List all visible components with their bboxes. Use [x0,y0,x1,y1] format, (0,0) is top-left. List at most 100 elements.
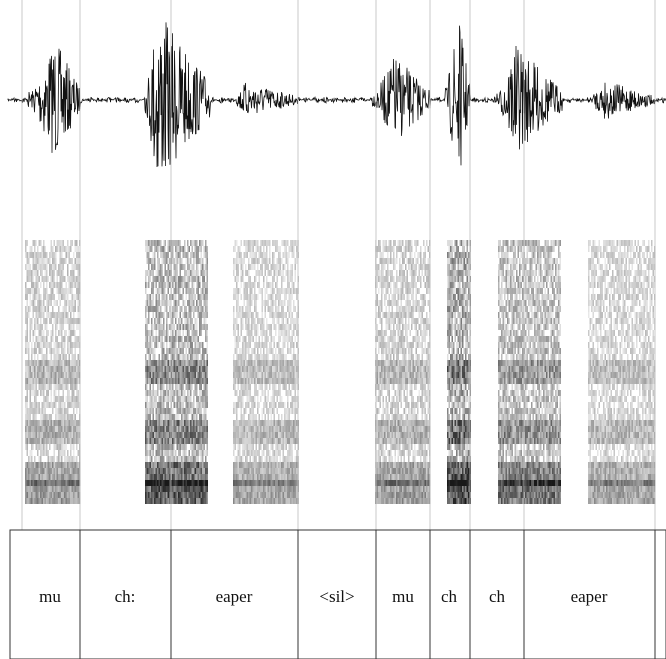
spectro-cell [145,336,147,342]
spectro-cell [64,384,66,390]
spectro-cell [162,474,164,480]
spectro-cell [43,372,45,378]
spectro-cell [165,474,167,480]
spectro-cell [380,474,382,480]
spectro-cell [292,420,294,426]
spectro-cell [61,252,63,258]
spectro-cell [250,300,252,306]
spectro-cell [31,282,33,288]
spectro-cell [253,486,255,492]
spectro-cell [67,312,69,318]
spectro-cell [387,348,389,354]
spectro-cell [390,450,392,456]
spectro-cell [268,414,270,420]
spectro-cell [239,252,241,258]
spectro-cell [64,444,66,450]
spectro-cell [61,366,63,372]
spectro-cell [70,438,72,444]
spectro-cell [296,252,298,258]
spectro-cell [156,468,158,474]
spectro-cell [70,372,72,378]
spectro-cell [266,258,268,264]
spectro-cell [193,474,195,480]
spectro-cell [269,498,271,504]
spectro-cell [28,252,30,258]
spectro-cell [274,492,276,498]
spectro-cell [63,348,65,354]
spectro-cell [30,300,32,306]
spectro-cell [153,366,155,372]
spectro-cell [178,300,180,306]
spectro-cell [384,294,386,300]
spectro-cell [63,354,65,360]
spectro-cell [25,312,27,318]
spectro-cell [64,342,66,348]
spectro-cell [268,444,270,450]
spectro-cell [248,336,250,342]
spectro-cell [64,492,66,498]
spectro-cell [386,360,388,366]
spectro-cell [235,474,237,480]
spectro-cell [46,348,48,354]
spectro-cell [204,486,206,492]
spectro-cell [263,402,265,408]
spectro-cell [40,252,42,258]
spectro-cell [39,366,41,372]
spectro-cell [283,240,285,246]
spectro-cell [73,312,75,318]
spectro-cell [177,414,179,420]
spectro-cell [275,384,277,390]
spectro-cell [61,270,63,276]
spectro-cell [295,264,297,270]
spectro-cell [263,408,265,414]
spectro-cell [383,258,385,264]
spectro-cell [207,390,209,396]
spectro-cell [163,318,165,324]
spectro-cell [145,420,147,426]
spectro-cell [248,264,250,270]
spectro-cell [393,324,395,330]
spectro-cell [193,420,195,426]
spectro-cell [187,354,189,360]
spectro-cell [174,240,176,246]
spectro-cell [57,354,59,360]
spectro-cell [45,366,47,372]
spectro-cell [147,408,149,414]
spectro-cell [241,294,243,300]
spectro-cell [30,414,32,420]
spectro-cell [392,336,394,342]
spectro-cell [204,396,206,402]
spectro-cell [66,420,68,426]
spectro-cell [250,390,252,396]
spectro-cell [268,468,270,474]
spectro-cell [272,360,274,366]
spectro-cell [166,468,168,474]
spectro-cell [193,330,195,336]
spectro-cell [42,354,44,360]
spectro-cell [33,414,35,420]
spectro-cell [393,438,395,444]
spectro-cell [70,426,72,432]
spectro-cell [235,360,237,366]
spectro-cell [235,498,237,504]
spectro-cell [186,420,188,426]
spectro-cell [190,366,192,372]
spectro-cell [268,396,270,402]
spectro-cell [284,492,286,498]
spectro-cell [177,396,179,402]
spectro-cell [160,414,162,420]
spectro-cell [199,384,201,390]
spectro-cell [75,372,77,378]
spectro-cell [236,354,238,360]
spectro-cell [67,420,69,426]
spectro-cell [242,360,244,366]
spectro-cell [287,390,289,396]
spectro-cell [187,264,189,270]
spectro-cell [286,354,288,360]
spectro-cell [193,462,195,468]
spectro-cell [186,474,188,480]
spectro-cell [272,252,274,258]
spectro-cell [259,336,261,342]
spectro-cell [184,408,186,414]
spectro-cell [274,288,276,294]
